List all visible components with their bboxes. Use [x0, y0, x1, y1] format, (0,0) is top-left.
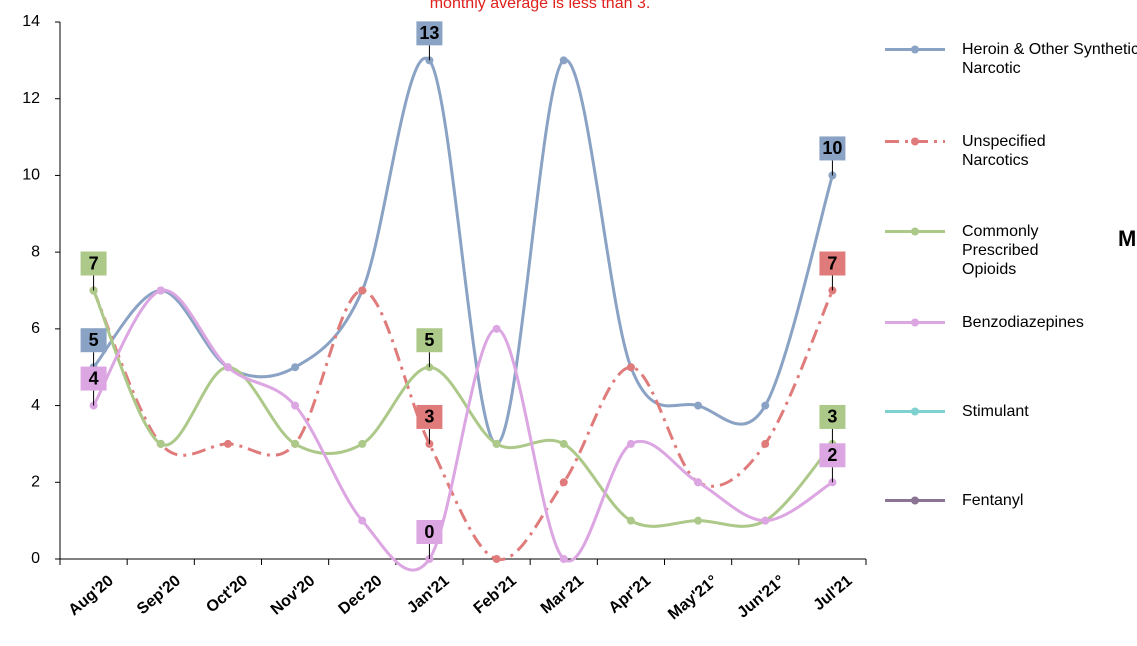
series-line: [92, 56, 834, 446]
point: [425, 56, 434, 65]
point: [156, 439, 165, 448]
point: [492, 555, 501, 563]
chart-note: monthly average is less than 3.: [430, 0, 651, 12]
label-box: [80, 328, 107, 353]
point: [492, 439, 501, 448]
legend-label: Stimulant: [962, 403, 1029, 420]
point: [223, 363, 232, 372]
x-tick-label: Mar'21: [538, 572, 587, 617]
y-tick-label: 0: [31, 550, 40, 567]
legend-entry: Commonly Prescribed Opioids: [880, 222, 1072, 279]
point: [694, 401, 703, 410]
data-label: 3: [827, 407, 837, 427]
x-tick-label: Jan'21: [404, 572, 453, 617]
data-label: 5: [424, 330, 434, 350]
label-box: [416, 328, 443, 353]
point: [291, 439, 300, 448]
legend-entry: Unspecified Narcotics: [880, 132, 1072, 170]
x-tick-label: Oct'20: [203, 572, 251, 616]
point: [694, 478, 703, 487]
series-line: [92, 288, 834, 572]
legend-label: Benzodiazepines: [962, 314, 1084, 331]
label-box: [80, 366, 107, 391]
series-line: [92, 289, 834, 528]
point: [761, 516, 770, 525]
legend-label: Unspecified Narcotics: [962, 133, 1046, 169]
point: [559, 56, 568, 65]
x-tick-label: Jun'21°: [734, 572, 788, 621]
point: [761, 439, 770, 448]
y-tick-label: 4: [31, 397, 40, 414]
point: [492, 324, 501, 333]
legend-label: Commonly Prescribed Opioids: [962, 223, 1039, 278]
point: [291, 401, 300, 410]
x-tick-label: Dec'20: [336, 572, 386, 618]
x-tick-label: Jul'21: [811, 572, 856, 614]
legend-swatch: [885, 227, 945, 236]
data-label: 2: [827, 445, 837, 465]
legend-swatch: [885, 137, 945, 146]
y-tick-label: 6: [31, 320, 40, 337]
point: [761, 401, 770, 410]
label-box: [819, 136, 846, 161]
x-tick-label: Nov'20: [268, 572, 319, 618]
point: [626, 516, 635, 525]
label-box: [80, 251, 107, 276]
data-label: 7: [89, 253, 99, 273]
y-tick-label: 12: [22, 90, 40, 107]
point: [358, 286, 367, 295]
point: [559, 478, 568, 487]
point: [559, 439, 568, 448]
data-label: 4: [89, 368, 99, 388]
legend-entry: Benzodiazepines: [880, 313, 1084, 332]
point: [223, 439, 232, 448]
legend-swatch: [885, 318, 945, 327]
label-box: [819, 251, 846, 276]
data-label: 5: [89, 330, 99, 350]
label-box: [416, 520, 443, 544]
legend-entry: Heroin & Other Synthetic Narcotic: [880, 40, 1137, 78]
point: [694, 516, 703, 525]
data-label: 10: [822, 138, 842, 158]
x-tick-label: Sep'20: [134, 572, 184, 618]
x-tick-label: Apr'21: [606, 572, 655, 617]
legend-swatch: [885, 407, 945, 416]
x-tick-label: May'21°: [665, 572, 721, 623]
y-tick-label: 10: [22, 167, 40, 184]
y-tick-label: 2: [31, 474, 40, 491]
y-tick-label: 14: [22, 13, 40, 30]
label-box: [819, 443, 846, 468]
point: [291, 363, 300, 372]
label-box: [416, 21, 443, 46]
x-tick-label: Aug'20: [66, 572, 117, 619]
legend-label: Fentanyl: [962, 492, 1024, 509]
point: [559, 555, 568, 563]
side-text: M: [1118, 226, 1136, 251]
data-label: 0: [424, 522, 434, 542]
label-box: [416, 404, 443, 429]
y-tick-label: 8: [31, 243, 40, 260]
legend-swatch: [885, 45, 945, 54]
point: [358, 439, 367, 448]
point: [626, 363, 635, 372]
x-tick-label: Feb'21: [471, 572, 520, 617]
legend-swatch: [885, 496, 945, 505]
point: [626, 439, 635, 448]
data-label: 7: [827, 253, 837, 273]
point: [156, 286, 165, 295]
legend-entry: Fentanyl: [880, 491, 1072, 510]
legend-label: Heroin & Other Synthetic Narcotic: [962, 41, 1137, 77]
data-label: 3: [424, 407, 434, 427]
legend-entry: Stimulant: [880, 402, 1072, 421]
data-label: 13: [419, 23, 439, 43]
point: [358, 516, 367, 525]
label-box: [819, 404, 846, 429]
